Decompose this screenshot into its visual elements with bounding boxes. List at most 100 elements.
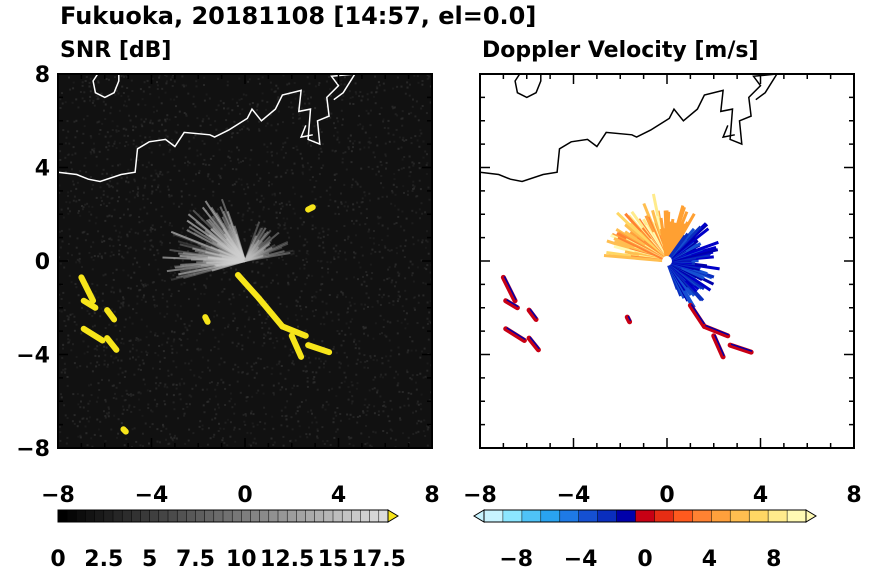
noise-speck — [87, 345, 90, 348]
noise-speck — [261, 327, 264, 329]
noise-speck — [228, 200, 231, 202]
noise-speck — [399, 225, 402, 228]
noise-speck — [419, 402, 422, 405]
noise-speck — [421, 239, 424, 242]
noise-speck — [169, 78, 172, 81]
noise-speck — [117, 235, 120, 238]
noise-speck — [117, 164, 120, 167]
noise-speck — [299, 305, 302, 308]
noise-speck — [320, 167, 323, 169]
noise-speck — [150, 151, 153, 154]
noise-speck — [381, 224, 384, 227]
noise-speck — [408, 175, 411, 178]
noise-speck — [93, 104, 96, 107]
colorbar-segment — [222, 509, 233, 523]
noise-speck — [161, 173, 164, 176]
noise-speck — [411, 236, 414, 239]
noise-speck — [156, 440, 159, 443]
clutter-ray — [186, 229, 246, 262]
noise-speck — [271, 247, 274, 250]
noise-speck — [332, 247, 335, 250]
noise-speck — [387, 359, 390, 362]
noise-speck — [154, 332, 157, 335]
noise-speck — [311, 176, 314, 179]
noise-speck — [339, 362, 342, 365]
noise-speck — [415, 211, 418, 214]
noise-speck — [396, 85, 399, 88]
noise-speck — [293, 92, 296, 95]
noise-speck — [251, 211, 254, 214]
noise-speck — [209, 124, 212, 126]
noise-speck — [151, 122, 154, 125]
noise-speck — [201, 388, 204, 391]
noise-speck — [344, 333, 347, 336]
noise-speck — [366, 217, 368, 219]
noise-speck — [182, 407, 185, 410]
noise-speck — [290, 101, 293, 104]
noise-speck — [166, 312, 169, 315]
noise-speck — [427, 338, 430, 341]
noise-speck — [404, 92, 407, 95]
noise-speck — [88, 416, 91, 419]
noise-speck — [293, 212, 296, 215]
noise-speck — [171, 348, 174, 351]
noise-speck — [292, 147, 295, 149]
noise-speck — [237, 212, 240, 215]
noise-speck — [135, 339, 138, 341]
noise-speck — [226, 127, 229, 130]
noise-speck — [338, 366, 341, 369]
noise-speck — [273, 393, 275, 396]
noise-speck — [273, 105, 276, 108]
noise-speck — [231, 98, 234, 101]
colorbar-segment — [502, 509, 523, 523]
noise-speck — [232, 319, 235, 322]
noise-speck — [215, 108, 218, 111]
noise-speck — [166, 386, 169, 389]
noise-speck — [268, 180, 271, 183]
noise-speck — [320, 131, 323, 134]
colorbar: 0 2.5 5 7.5 10 12.5 15 17.5 — [50, 509, 406, 570]
noise-speck — [105, 78, 108, 80]
noise-speck — [324, 408, 327, 411]
noise-speck — [103, 359, 106, 362]
noise-speck — [377, 301, 379, 304]
noise-speck — [377, 222, 380, 225]
noise-speck — [67, 243, 70, 245]
noise-speck — [315, 180, 318, 182]
noise-speck — [271, 183, 273, 186]
x-tick-label: 8 — [424, 483, 439, 508]
noise-speck — [101, 235, 104, 238]
noise-speck — [107, 415, 110, 418]
noise-speck — [342, 293, 345, 296]
noise-speck — [73, 362, 76, 365]
echo-streak — [701, 323, 731, 339]
noise-speck — [60, 310, 63, 313]
noise-speck — [66, 153, 69, 156]
x-tick-label: −8 — [463, 483, 497, 508]
colorbar-segment — [195, 509, 206, 523]
noise-speck — [222, 317, 225, 319]
noise-speck — [135, 145, 138, 148]
noise-speck — [76, 130, 79, 133]
noise-speck — [381, 195, 384, 198]
noise-speck — [316, 428, 319, 431]
noise-speck — [146, 197, 149, 200]
noise-speck — [237, 149, 240, 152]
noise-speck — [370, 141, 372, 144]
noise-speck — [111, 186, 114, 189]
noise-speck — [155, 188, 158, 191]
noise-speck — [201, 424, 204, 427]
noise-speck — [174, 130, 177, 133]
noise-speck — [396, 114, 399, 117]
noise-speck — [139, 88, 142, 91]
noise-speck — [368, 228, 371, 231]
noise-speck — [166, 305, 169, 308]
noise-speck — [122, 74, 125, 77]
noise-speck — [67, 130, 70, 133]
noise-speck — [73, 315, 76, 318]
noise-speck — [367, 112, 370, 115]
echo-streak — [500, 274, 518, 304]
noise-speck — [336, 138, 339, 141]
noise-speck — [342, 118, 344, 121]
noise-speck — [212, 328, 215, 331]
